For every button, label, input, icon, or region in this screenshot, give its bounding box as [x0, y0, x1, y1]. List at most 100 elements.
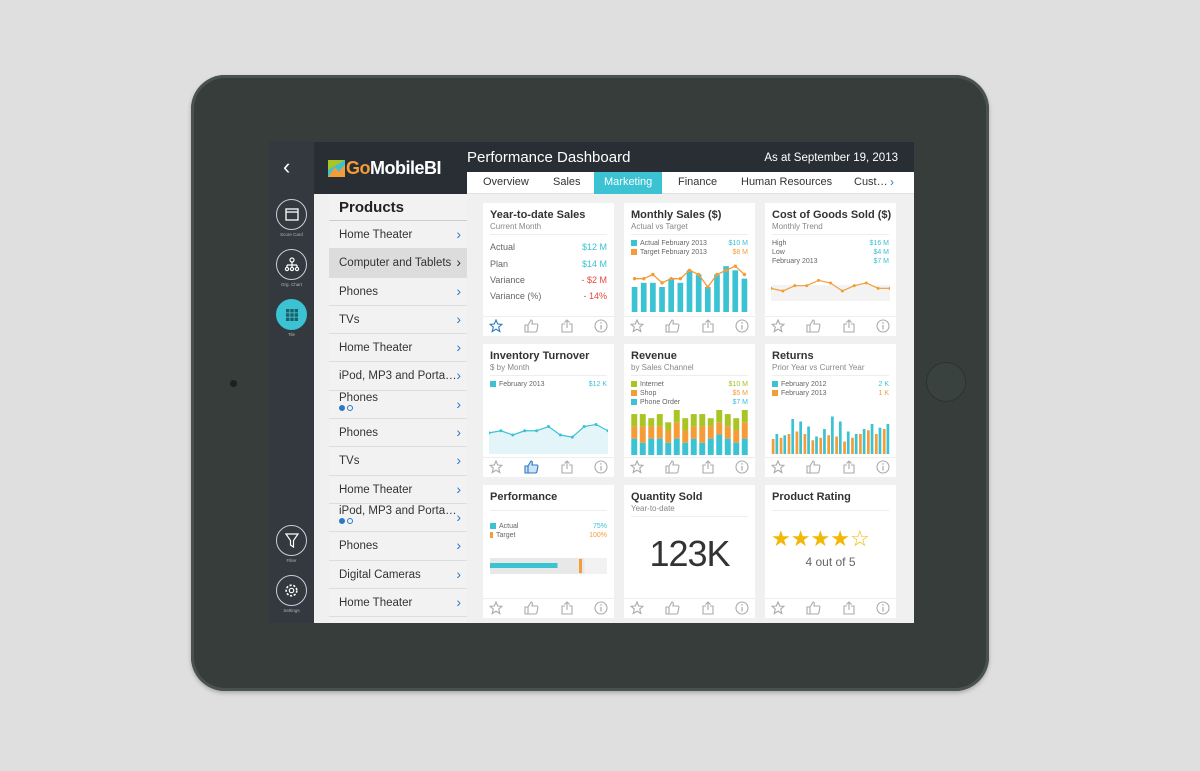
like-thumb-icon[interactable] — [665, 319, 680, 336]
tile-performance[interactable]: Performance Actual 75% Target 100% — [483, 485, 614, 618]
product-list-item[interactable]: iPod, MP3 and Porta… › — [329, 504, 467, 533]
share-icon[interactable] — [561, 601, 573, 618]
back-icon[interactable]: ‹ — [283, 154, 291, 179]
bar — [732, 270, 739, 312]
stack-segment — [716, 434, 723, 455]
revenue-stacked-chart — [631, 410, 748, 455]
product-list-item[interactable]: Digital Cameras › — [329, 561, 467, 589]
share-icon[interactable] — [843, 319, 855, 336]
share-icon[interactable] — [561, 319, 573, 336]
share-icon[interactable] — [843, 601, 855, 618]
product-list-item[interactable]: Phones › — [329, 391, 467, 420]
settings-button[interactable] — [276, 575, 307, 606]
tile-inventory-turnover[interactable]: Inventory Turnover $ by Month February 2… — [483, 344, 614, 477]
favorite-star-icon[interactable] — [770, 600, 786, 618]
tile-title: Performance — [490, 491, 558, 503]
info-icon[interactable] — [735, 601, 749, 618]
chevron-right-icon[interactable]: › — [890, 175, 894, 189]
bar-2012 — [831, 416, 834, 454]
info-icon[interactable] — [594, 601, 608, 618]
like-thumb-icon[interactable] — [524, 319, 539, 336]
favorite-star-icon[interactable] — [770, 318, 786, 336]
stack-segment — [741, 410, 748, 423]
favorite-star-icon[interactable] — [770, 459, 786, 477]
target-point — [733, 264, 737, 268]
product-list-item[interactable]: Home Theater › — [329, 589, 467, 618]
favorite-star-icon[interactable] — [629, 600, 645, 618]
like-thumb-icon[interactable] — [806, 319, 821, 336]
info-icon[interactable] — [876, 601, 890, 618]
tile-monthly-sales[interactable]: Monthly Sales ($) Actual vs Target Actua… — [624, 203, 755, 336]
inventory-point — [499, 429, 503, 433]
favorite-star-icon[interactable] — [629, 318, 645, 336]
tile-cogs[interactable]: Cost of Goods Sold ($) Monthly Trend Hig… — [765, 203, 896, 336]
tab-sales[interactable]: Sales — [553, 176, 581, 188]
tile-subtitle: $ by Month — [490, 363, 530, 372]
stack-segment — [707, 426, 714, 439]
tab-human-resources[interactable]: Human Resources — [741, 176, 833, 188]
like-thumb-icon[interactable] — [524, 460, 539, 477]
like-thumb-icon[interactable] — [665, 601, 680, 618]
cogs-point — [771, 286, 773, 290]
tab-overview[interactable]: Overview — [483, 176, 529, 188]
bar-2012 — [783, 435, 787, 454]
product-list-item[interactable]: TVs › — [329, 306, 467, 335]
favorite-star-icon[interactable] — [488, 459, 504, 477]
share-icon[interactable] — [702, 601, 714, 618]
tile-quantity-sold[interactable]: Quantity Sold Year-to-date 123K — [624, 485, 755, 618]
legend-item: February 2013 1 K — [772, 390, 889, 397]
tile-button[interactable] — [276, 299, 307, 330]
product-list-item[interactable]: Computer and Tablets › — [329, 249, 467, 278]
favorite-star-icon[interactable] — [488, 600, 504, 618]
product-list-item[interactable]: Home Theater › — [329, 476, 467, 504]
product-list-item[interactable]: iPod, MP3 and Porta… › — [329, 362, 467, 391]
product-list-item[interactable]: Home Theater › — [329, 334, 467, 363]
star-filled-icon: ★ — [830, 526, 850, 551]
tab-customers[interactable]: Cust… — [854, 176, 888, 188]
target-point — [715, 272, 719, 277]
favorite-star-icon[interactable] — [488, 318, 504, 336]
tab-finance[interactable]: Finance — [678, 176, 718, 188]
header-bar: Performance Dashboard As at September 19… — [467, 142, 914, 172]
info-icon[interactable] — [735, 319, 749, 336]
product-list-item[interactable]: Phones › — [329, 532, 467, 561]
filter-button[interactable] — [276, 525, 307, 556]
share-icon[interactable] — [702, 460, 714, 477]
info-icon[interactable] — [876, 319, 890, 336]
favorite-star-icon[interactable] — [629, 459, 645, 477]
like-thumb-icon[interactable] — [806, 460, 821, 477]
returns-chart — [771, 416, 890, 454]
quantity-value: 123K — [649, 533, 730, 574]
chevron-right-icon: › — [456, 254, 461, 271]
page-dots — [339, 517, 467, 524]
rail-label: Score Card — [280, 232, 303, 237]
org-chart-button[interactable] — [276, 249, 307, 280]
product-label: Digital Cameras — [339, 568, 421, 581]
tab-marketing[interactable]: Marketing — [594, 172, 663, 194]
home-button[interactable] — [926, 362, 966, 402]
tile-returns[interactable]: Returns Prior Year vs Current Year Febru… — [765, 344, 896, 477]
like-thumb-icon[interactable] — [524, 601, 539, 618]
product-list-item[interactable]: Home Theater › — [329, 221, 467, 250]
stack-segment — [724, 414, 731, 427]
like-thumb-icon[interactable] — [806, 601, 821, 618]
info-icon[interactable] — [594, 319, 608, 336]
tile-revenue[interactable]: Revenue by Sales Channel Internet $10 M S… — [624, 344, 755, 477]
info-icon[interactable] — [594, 460, 608, 477]
tile-ytd-sales[interactable]: Year-to-date Sales Current Month Actual $… — [483, 203, 614, 336]
info-icon[interactable] — [735, 460, 749, 477]
cogs-point — [876, 286, 880, 290]
like-thumb-icon[interactable] — [665, 460, 680, 477]
legend-item: Internet $10 M — [631, 381, 748, 388]
info-icon[interactable] — [876, 460, 890, 477]
share-icon[interactable] — [702, 319, 714, 336]
score-card-button[interactable] — [276, 199, 307, 230]
share-icon[interactable] — [843, 460, 855, 477]
tile-product-rating[interactable]: Product Rating ★★★★☆ 4 out of 5 — [765, 485, 896, 618]
share-icon[interactable] — [561, 460, 573, 477]
target-point — [678, 276, 683, 281]
stack-segment — [682, 418, 689, 431]
product-list-item[interactable]: Phones › — [329, 419, 467, 448]
product-list-item[interactable]: TVs › — [329, 447, 467, 476]
product-list-item[interactable]: Phones › — [329, 278, 467, 306]
